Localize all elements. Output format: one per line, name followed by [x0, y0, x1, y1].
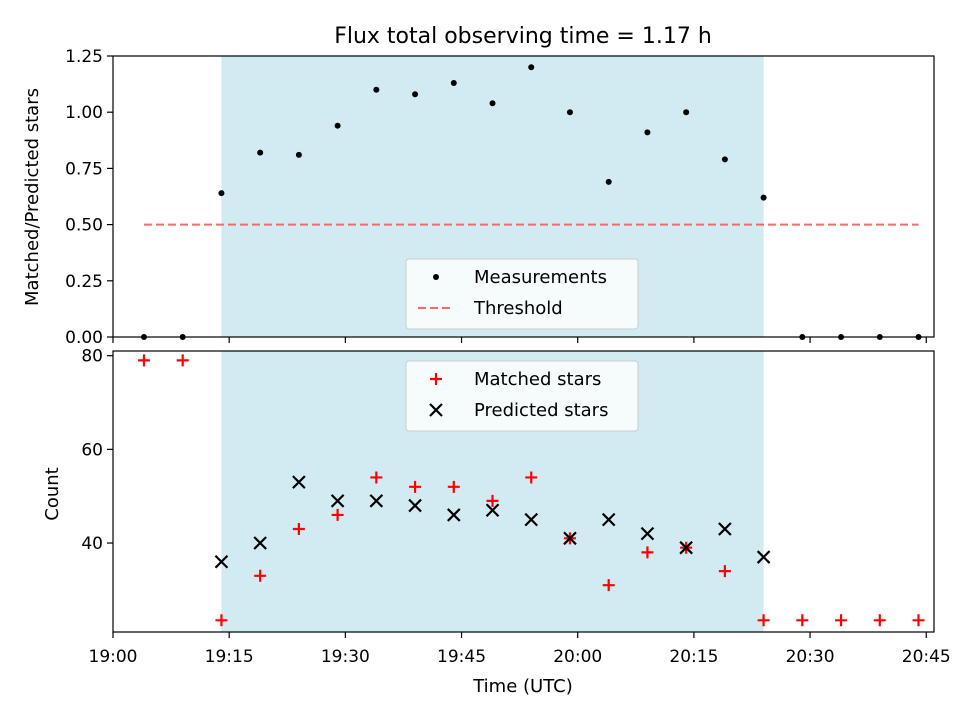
x-tick-label: 19:00: [89, 647, 138, 667]
measurements-point: [257, 149, 264, 156]
bottom-panel: 40 60 80 19:00 19:15 19:30 19:45 20:00 20:15 20:3…: [81, 347, 950, 667]
matched-stars-point: [873, 614, 886, 627]
predicted-stars-point: [679, 540, 693, 555]
y-tick-label: 0.50: [65, 216, 103, 236]
measurements-point: [295, 151, 302, 158]
predicted-stars-point: [563, 531, 577, 546]
matched-stars-point: [757, 614, 770, 627]
measurements-point: [721, 156, 728, 163]
matched-stars-point: [796, 614, 809, 627]
measurements-point: [489, 100, 496, 107]
chart-title: Flux total observing time = 1.17 h: [334, 24, 712, 49]
matched-stars-point: [641, 546, 654, 559]
bottom-y-axis-label: Count: [42, 467, 63, 520]
x-tick-label: 19:15: [205, 647, 254, 667]
x-tick-label: 20:15: [669, 647, 718, 667]
matched-stars-point: [215, 614, 228, 627]
plot-frame: [112, 55, 935, 338]
legend-box: [405, 258, 639, 330]
predicted-stars-point: [408, 498, 422, 513]
predicted-stars-point: [640, 526, 655, 541]
legend-label: Threshold: [473, 298, 563, 319]
measurements-point: [528, 64, 535, 71]
y-tick-label: 80: [81, 347, 103, 367]
predicted-stars-point: [330, 494, 345, 508]
matched-stars-point: [331, 508, 344, 521]
matched-stars-point: [525, 471, 538, 484]
matched-stars-point: [409, 480, 422, 493]
matched-stars-point: [137, 354, 150, 367]
measurements-point: [605, 178, 612, 185]
matched-stars-point: [486, 494, 499, 507]
predicted-stars-point: [601, 512, 616, 527]
predicted-stars-point: [369, 494, 384, 508]
matched-stars-point: [254, 569, 267, 582]
measurements-point: [683, 109, 690, 116]
matched-stars-point: [718, 565, 731, 578]
matched-stars-point: [912, 614, 925, 627]
matched-stars-point: [602, 579, 615, 592]
measurements-point: [334, 122, 341, 129]
x-tick-label: 20:45: [902, 647, 951, 667]
measurements-point: [450, 79, 457, 86]
y-tick-label: 60: [81, 440, 103, 460]
matched-stars-point: [447, 480, 460, 493]
matched-stars-point: [292, 522, 305, 535]
predicted-stars-point: [214, 554, 229, 569]
y-tick-label: 40: [81, 534, 103, 554]
legend-label: Measurements: [474, 267, 607, 288]
x-axis-label: Time (UTC): [472, 676, 573, 697]
measurements-point: [412, 91, 419, 98]
matched-stars-point: [370, 471, 383, 484]
y-tick-label: 0.25: [65, 272, 103, 292]
predicted-stars-point: [292, 475, 306, 489]
top-y-axis-label: Matched/Predicted stars: [22, 88, 43, 306]
predicted-stars-point: [447, 508, 461, 522]
legend-label: Matched stars: [474, 369, 601, 390]
predicted-stars-point: [485, 503, 500, 518]
measurements-point: [218, 190, 225, 197]
matched-stars-point: [176, 354, 189, 367]
y-tick-label: 0.00: [65, 328, 103, 348]
measurements-point: [566, 109, 573, 116]
x-tick-label: 20:00: [553, 647, 602, 667]
predicted-stars-point: [756, 550, 771, 564]
legend-box: [405, 360, 639, 432]
predicted-stars-point: [524, 512, 539, 527]
legend-marker: [433, 274, 439, 280]
matched-stars-point: [835, 614, 848, 627]
measurements-point: [373, 86, 380, 93]
predicted-stars-point: [253, 536, 267, 550]
legend-marker: [429, 403, 443, 417]
legend-marker: [430, 373, 442, 385]
y-tick-label: 0.75: [65, 159, 103, 179]
y-tick-label: 1.25: [65, 47, 103, 67]
plot-frame: [112, 350, 935, 633]
x-tick-label: 20:30: [786, 647, 835, 667]
y-tick-label: 1.00: [65, 103, 103, 123]
top-panel: 0.00 0.25 0.50 0.75 1.00 1.25 Measurements Thre…: [65, 47, 935, 348]
x-tick-label: 19:45: [437, 647, 486, 667]
measurements-point: [760, 194, 767, 201]
legend-label: Predicted stars: [474, 400, 608, 421]
measurements-point: [644, 129, 651, 136]
x-tick-label: 19:30: [321, 647, 370, 667]
predicted-stars-point: [718, 522, 732, 536]
